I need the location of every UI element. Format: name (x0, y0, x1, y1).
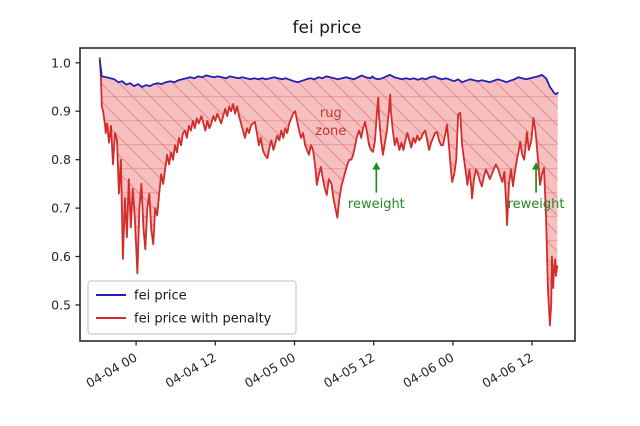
rug-zone-label: zone (315, 124, 346, 139)
reweight-label: reweight (348, 197, 405, 212)
reweight-label: reweight (508, 197, 565, 212)
y-tick-label: 0.9 (51, 104, 71, 119)
x-tick-label: 04-04 00 (83, 350, 139, 391)
x-tick-label: 04-05 00 (242, 350, 298, 391)
x-tick-label: 04-06 12 (479, 350, 535, 391)
reweight-arrowhead (372, 162, 381, 170)
chart-title: fei price (293, 18, 362, 38)
rug-zone-fill-layer (99, 58, 558, 326)
y-tick-label: 0.8 (51, 152, 71, 167)
series-layer (98, 57, 559, 327)
y-tick-label: 0.6 (51, 249, 71, 264)
reweight-arrowhead (532, 162, 541, 170)
rug-zone-label: rug (320, 106, 342, 121)
x-tick-label: 04-05 12 (321, 350, 377, 391)
legend: fei price fei price with penalty (87, 280, 297, 335)
fei-price-with-penalty-line (98, 57, 559, 327)
plot-border (79, 47, 576, 342)
fei-price-line (98, 59, 559, 96)
y-tick-label: 1.0 (51, 55, 71, 70)
legend-entry-label: fei price with penalty (134, 312, 272, 327)
y-tick-label: 0.5 (51, 297, 71, 312)
legend-box (87, 280, 297, 335)
annotations-layer: rug zone reweight reweight (315, 106, 564, 212)
y-tick-label: 0.7 (51, 201, 71, 216)
x-tick-label: 04-06 00 (400, 350, 456, 391)
legend-entry-label: fei price (134, 289, 187, 304)
x-tick-label: 04-04 12 (163, 350, 219, 391)
rug-zone-hatch-horizontal (99, 58, 558, 326)
